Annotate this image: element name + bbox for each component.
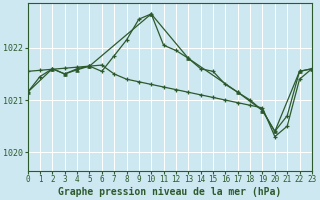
X-axis label: Graphe pression niveau de la mer (hPa): Graphe pression niveau de la mer (hPa): [58, 186, 281, 197]
